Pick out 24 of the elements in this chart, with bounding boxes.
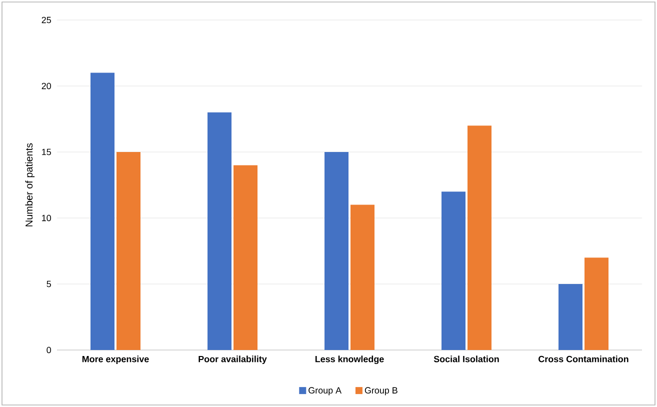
bar	[442, 192, 466, 350]
legend-label: Group B	[364, 387, 398, 396]
x-tick-label: Poor availability	[198, 356, 267, 364]
y-tick-label: 25	[42, 16, 51, 24]
x-tick-label: Less knowledge	[315, 356, 384, 364]
bar	[90, 72, 115, 350]
x-tick-label: More expensive	[82, 356, 149, 364]
bar	[208, 112, 232, 350]
bar	[233, 165, 258, 350]
y-tick-label: 20	[42, 82, 52, 90]
y-tick-label: 0	[46, 346, 52, 354]
y-tick-label: 15	[42, 148, 51, 156]
x-tick-label: Cross Contamination	[538, 356, 628, 362]
y-axis-title: Number of patients	[25, 143, 35, 226]
y-tick-label: 5	[46, 280, 51, 288]
x-tick-label: Social Isolation	[434, 356, 499, 362]
bar	[350, 204, 374, 350]
bar	[324, 152, 349, 350]
legend-label: Group A	[308, 387, 342, 396]
bar	[584, 258, 608, 350]
bar	[558, 284, 583, 350]
bar	[468, 126, 492, 350]
y-tick-label: 10	[42, 214, 52, 222]
bar	[116, 152, 140, 350]
